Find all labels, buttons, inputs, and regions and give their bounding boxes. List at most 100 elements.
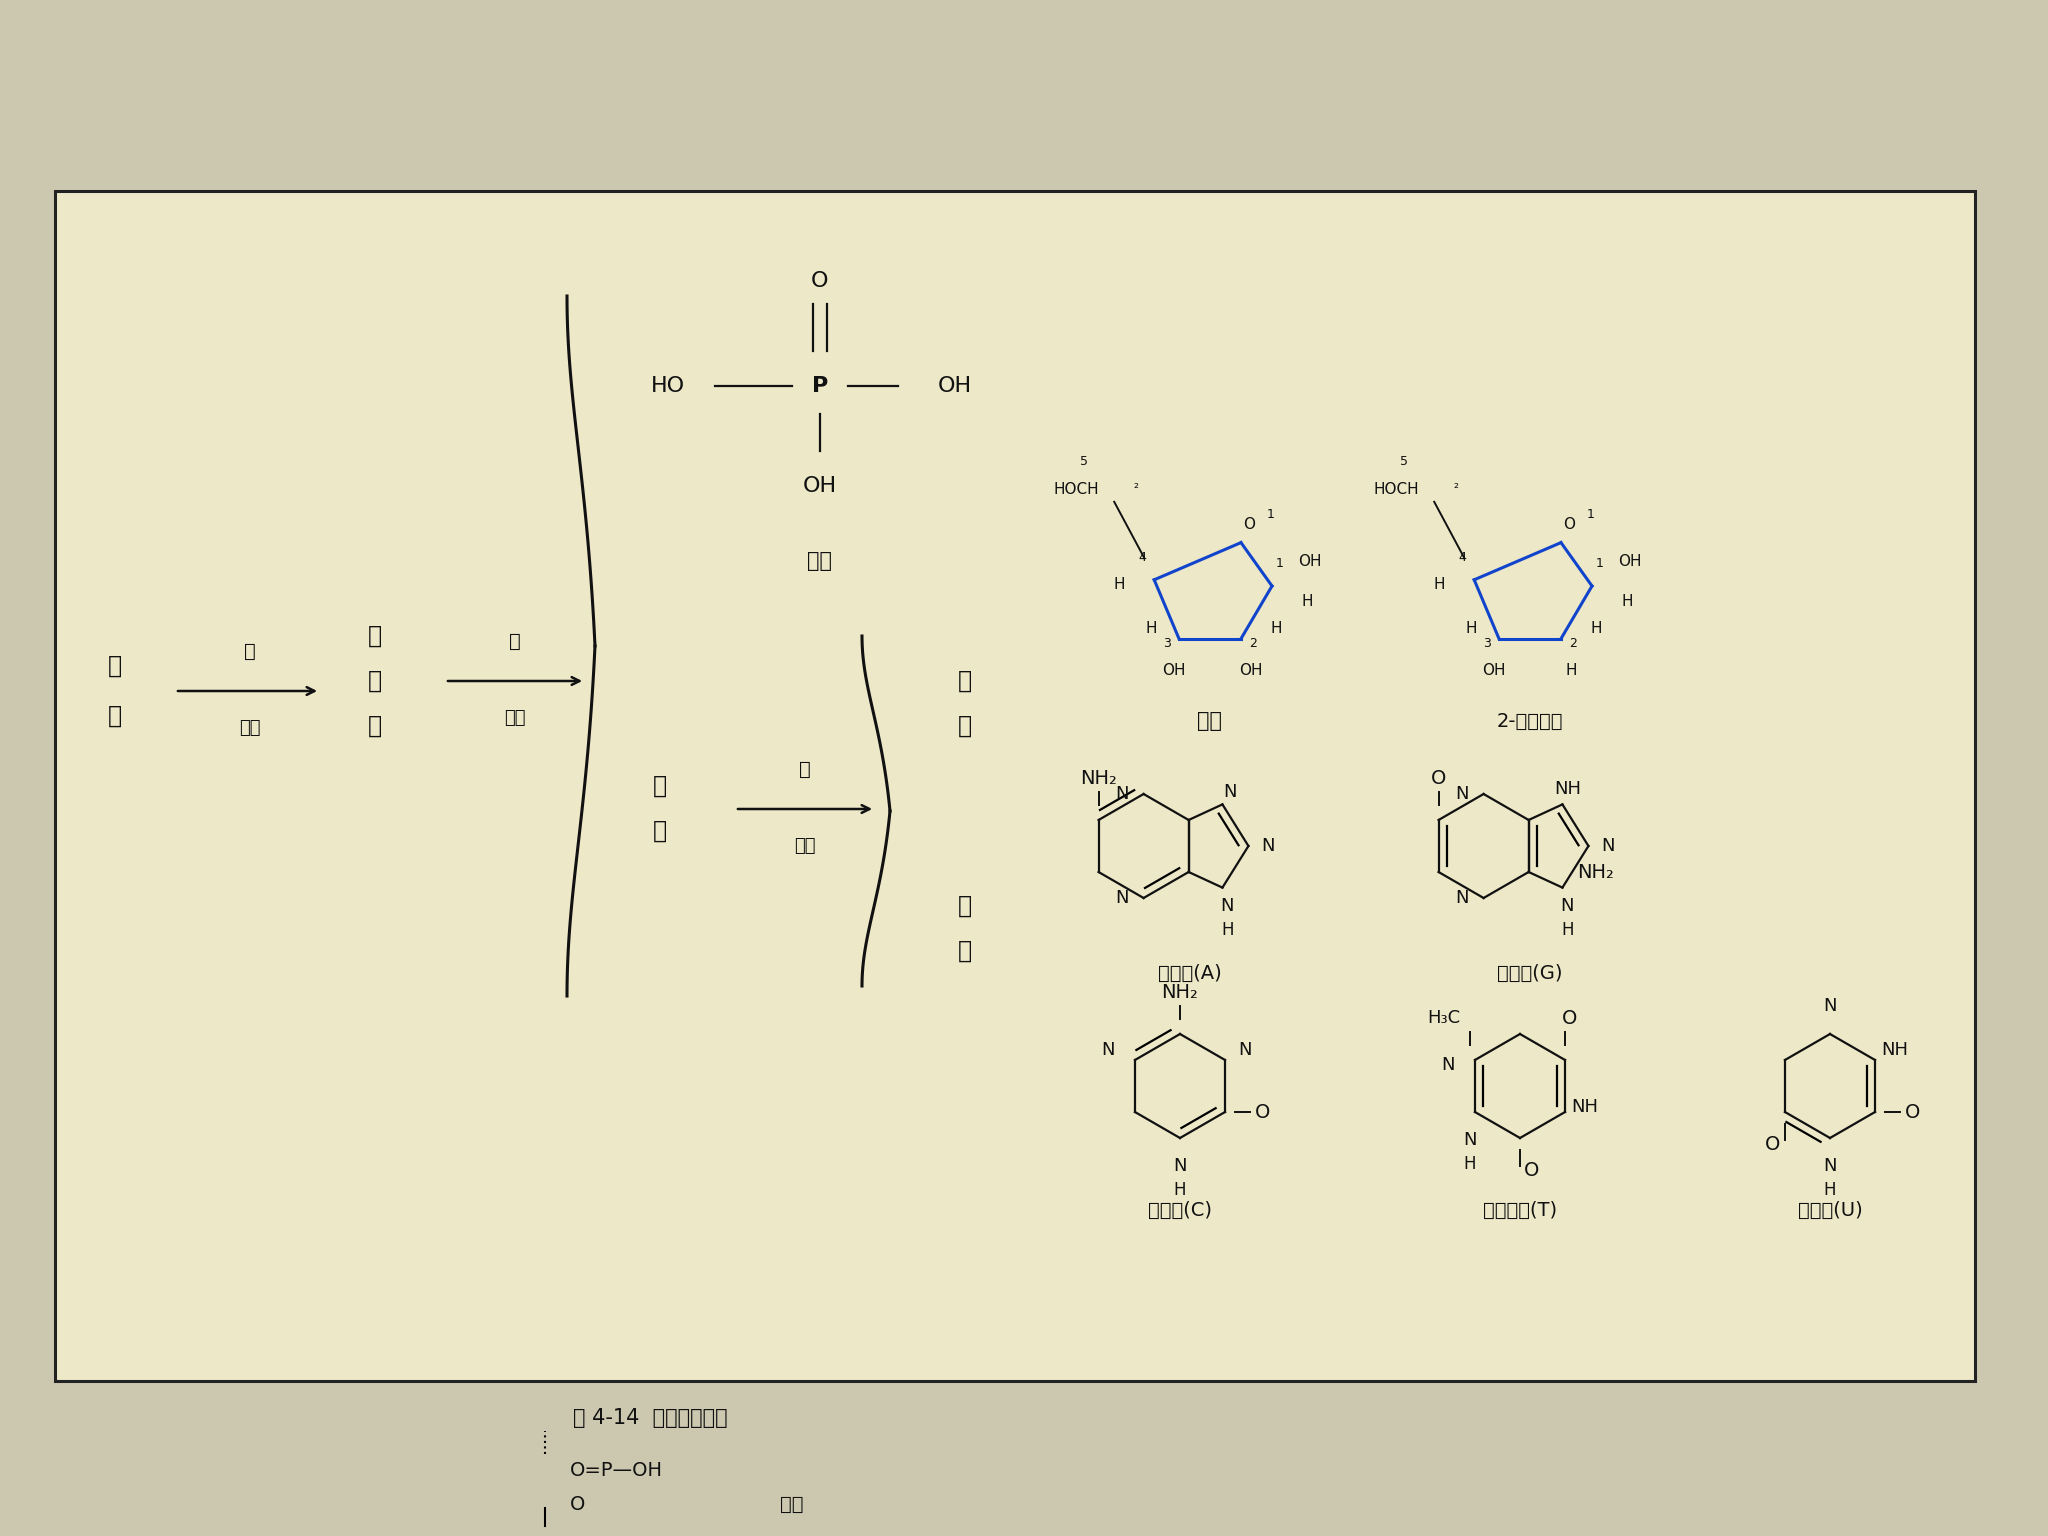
Text: N: N bbox=[1225, 783, 1237, 802]
Text: 3: 3 bbox=[1163, 637, 1171, 650]
Text: 胸腺嘧啶(T): 胸腺嘧啶(T) bbox=[1483, 1201, 1556, 1220]
Text: 腺嘌呤(A): 腺嘌呤(A) bbox=[1157, 963, 1223, 983]
Text: 5: 5 bbox=[1401, 455, 1409, 468]
Text: 水解: 水解 bbox=[795, 837, 815, 856]
Text: O: O bbox=[1563, 1009, 1577, 1028]
Text: NH₂: NH₂ bbox=[1161, 983, 1198, 1001]
Text: NH: NH bbox=[1571, 1098, 1599, 1117]
Text: 胞嘧啶(C): 胞嘧啶(C) bbox=[1149, 1201, 1212, 1220]
Text: O: O bbox=[1524, 1161, 1540, 1180]
Text: 1: 1 bbox=[1595, 558, 1604, 570]
Bar bbox=[55, 190, 1974, 1381]
Text: N: N bbox=[1114, 785, 1128, 803]
Text: ₂: ₂ bbox=[1135, 478, 1139, 492]
Text: H: H bbox=[1270, 621, 1282, 636]
Text: 水解: 水解 bbox=[504, 710, 526, 727]
Text: H: H bbox=[1174, 1181, 1186, 1200]
Text: O: O bbox=[1905, 1103, 1921, 1121]
Text: 2: 2 bbox=[1569, 637, 1577, 650]
Text: 2-脱氧核糖: 2-脱氧核糖 bbox=[1497, 711, 1563, 731]
Text: 水解: 水解 bbox=[240, 719, 260, 737]
Text: H: H bbox=[1464, 621, 1477, 636]
Text: 尿嘧啶(U): 尿嘧啶(U) bbox=[1798, 1201, 1862, 1220]
Text: 1: 1 bbox=[1587, 508, 1595, 521]
Text: O: O bbox=[569, 1495, 586, 1513]
Text: HOCH: HOCH bbox=[1053, 482, 1100, 498]
Text: H₃C: H₃C bbox=[1427, 1009, 1460, 1028]
Text: 磷酸: 磷酸 bbox=[807, 551, 831, 571]
Text: N: N bbox=[1221, 897, 1235, 914]
Text: 酸: 酸 bbox=[369, 714, 383, 737]
Text: OH: OH bbox=[1239, 664, 1264, 679]
Text: H: H bbox=[1622, 593, 1632, 608]
Text: P: P bbox=[811, 376, 827, 396]
Text: 核糖: 核糖 bbox=[1198, 711, 1223, 731]
Text: O: O bbox=[1243, 518, 1255, 531]
Text: 3: 3 bbox=[1483, 637, 1491, 650]
Text: N: N bbox=[1114, 889, 1128, 906]
Text: N: N bbox=[1442, 1057, 1454, 1074]
Text: HO: HO bbox=[651, 376, 684, 396]
Text: H: H bbox=[1221, 920, 1233, 938]
Text: 核: 核 bbox=[109, 654, 123, 677]
Text: O=P—OH: O=P—OH bbox=[569, 1461, 664, 1481]
Text: 碱: 碱 bbox=[958, 894, 973, 919]
Text: NH₂: NH₂ bbox=[1079, 768, 1116, 788]
Text: 鸟嘌呤(G): 鸟嘌呤(G) bbox=[1497, 963, 1563, 983]
Text: 核: 核 bbox=[653, 774, 668, 799]
Text: 5: 5 bbox=[1079, 455, 1087, 468]
Text: O: O bbox=[1765, 1135, 1780, 1154]
Text: N: N bbox=[1239, 1041, 1251, 1058]
Text: O: O bbox=[1563, 518, 1575, 531]
Text: N: N bbox=[1102, 1041, 1114, 1058]
Text: H: H bbox=[1464, 1155, 1477, 1174]
Text: N: N bbox=[1262, 837, 1276, 856]
Text: ₂: ₂ bbox=[1454, 478, 1458, 492]
Text: N: N bbox=[1454, 785, 1468, 803]
Text: OH: OH bbox=[938, 376, 973, 396]
Text: N: N bbox=[1462, 1130, 1477, 1149]
Text: NH₂: NH₂ bbox=[1577, 863, 1614, 882]
Text: H: H bbox=[1300, 593, 1313, 608]
Text: 核: 核 bbox=[369, 624, 383, 648]
Text: N: N bbox=[1174, 1157, 1186, 1175]
Text: 图 4-14  核酸水解产物: 图 4-14 核酸水解产物 bbox=[573, 1409, 727, 1428]
Text: 酸: 酸 bbox=[109, 703, 123, 728]
Text: O: O bbox=[811, 270, 829, 290]
Text: H: H bbox=[1825, 1181, 1837, 1200]
Text: 糖: 糖 bbox=[958, 714, 973, 737]
Text: NH: NH bbox=[1554, 780, 1581, 799]
Text: O: O bbox=[1432, 768, 1446, 788]
Text: 2: 2 bbox=[1249, 637, 1257, 650]
Text: OH: OH bbox=[1163, 664, 1186, 679]
Text: H: H bbox=[1145, 621, 1157, 636]
Text: N: N bbox=[1602, 837, 1616, 856]
Text: N: N bbox=[1823, 997, 1837, 1015]
Text: OH: OH bbox=[1483, 664, 1505, 679]
Text: 4: 4 bbox=[1458, 551, 1466, 564]
Text: 碱基: 碱基 bbox=[780, 1495, 803, 1513]
Text: OH: OH bbox=[1618, 553, 1642, 568]
Text: 1: 1 bbox=[1268, 508, 1276, 521]
Text: O: O bbox=[1255, 1103, 1270, 1121]
Text: NH: NH bbox=[1882, 1041, 1909, 1058]
Text: N: N bbox=[1823, 1157, 1837, 1175]
Text: 苷: 苷 bbox=[369, 670, 383, 693]
Text: 戊: 戊 bbox=[958, 670, 973, 693]
Text: N: N bbox=[1561, 897, 1575, 914]
Text: 酶: 酶 bbox=[244, 642, 256, 660]
Text: H: H bbox=[1565, 664, 1577, 679]
Text: OH: OH bbox=[803, 476, 838, 496]
Text: 酶: 酶 bbox=[799, 759, 811, 779]
Text: H: H bbox=[1561, 920, 1573, 938]
Text: H: H bbox=[1114, 578, 1124, 593]
Text: 酶: 酶 bbox=[510, 631, 520, 651]
Text: 4: 4 bbox=[1139, 551, 1147, 564]
Text: 苷: 苷 bbox=[653, 819, 668, 843]
Text: N: N bbox=[1454, 889, 1468, 906]
Text: OH: OH bbox=[1298, 553, 1321, 568]
Text: 基: 基 bbox=[958, 938, 973, 963]
Text: H: H bbox=[1589, 621, 1602, 636]
Text: 1: 1 bbox=[1276, 558, 1284, 570]
Text: H: H bbox=[1434, 578, 1446, 593]
